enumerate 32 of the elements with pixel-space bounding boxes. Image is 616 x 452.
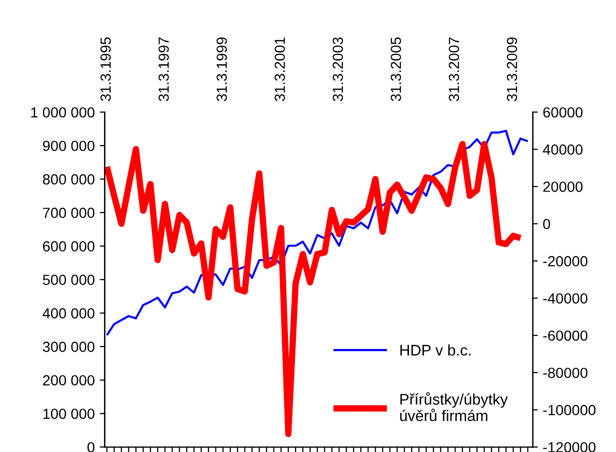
legend-label: HDP v b.c. (400, 344, 470, 356)
y-tick-label: 0 (87, 442, 94, 452)
y2-tick-label: -120000 (543, 442, 596, 452)
y2-tick-label: 0 (543, 218, 550, 230)
legend-label: Přírůstky/úbytky úvěrů firmám (400, 392, 508, 422)
x-tick-label: 31.3.2007 (448, 38, 460, 102)
x-tick-label: 31.3.1999 (216, 37, 227, 102)
y2-tick-label: -40000 (543, 293, 588, 304)
line-series (106, 130, 529, 336)
y-tick-label: 900 000 (42, 140, 94, 152)
x-tick-label: 31.3.2001 (274, 38, 285, 102)
x-tick-label: 31.3.1995 (100, 37, 111, 102)
y-tick-label: 400 000 (42, 308, 94, 318)
x-tick-label: 31.3.2005 (390, 37, 402, 102)
y2-tick-label: -20000 (543, 256, 588, 266)
x-tick-label: 31.3.2003 (332, 37, 344, 102)
y2-tick-label: 20000 (543, 182, 583, 192)
y-tick-label: 600 000 (43, 241, 94, 252)
y-tick-label: 700 000 (43, 208, 94, 218)
y2-tick-label: -100000 (543, 404, 596, 416)
x-tick-label: 31.3.1997 (158, 38, 169, 102)
y2-tick-label: -80000 (543, 368, 588, 378)
y-tick-label: 100 000 (43, 408, 94, 419)
x-tick-label: 31.3.2009 (506, 37, 518, 102)
y-tick-label: 800 000 (42, 174, 94, 185)
y-tick-label: 500 000 (42, 274, 94, 285)
y2-tick-label: 40000 (542, 144, 583, 155)
y-tick-label: 200 000 (43, 375, 94, 386)
y2-tick-label: -60000 (543, 330, 588, 341)
y2-tick-label: 60000 (543, 107, 583, 118)
y-tick-label: 1 000 000 (31, 107, 94, 118)
y-tick-label: 300 000 (42, 342, 94, 352)
